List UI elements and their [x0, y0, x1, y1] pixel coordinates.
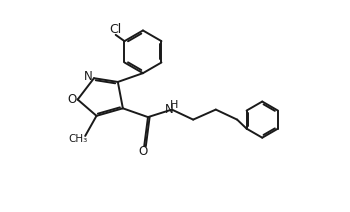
- Text: O: O: [67, 92, 77, 106]
- Text: N: N: [164, 103, 173, 116]
- Text: H: H: [170, 100, 178, 110]
- Text: O: O: [138, 145, 148, 158]
- Text: CH₃: CH₃: [68, 134, 87, 144]
- Text: N: N: [84, 70, 93, 84]
- Text: Cl: Cl: [110, 23, 122, 36]
